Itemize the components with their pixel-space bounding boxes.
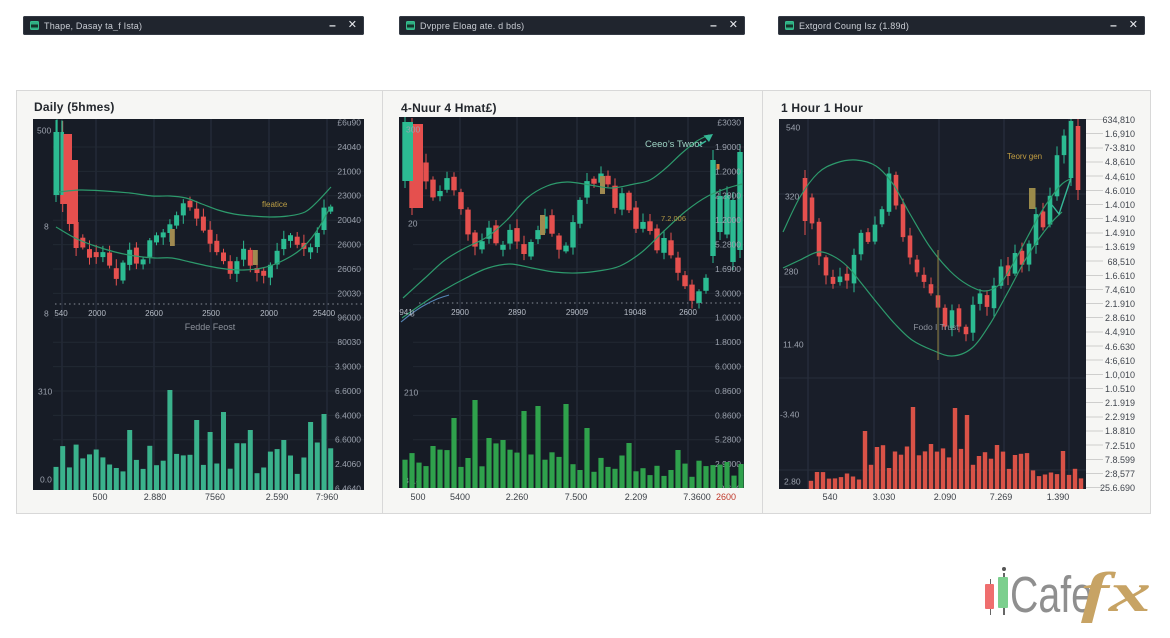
svg-text:fleatice: fleatice (262, 200, 288, 209)
svg-text:3.0000: 3.0000 (715, 288, 741, 298)
svg-text:29009: 29009 (566, 308, 589, 317)
svg-text:2500: 2500 (202, 309, 220, 318)
svg-text:£3030: £3030 (717, 118, 741, 128)
svg-text:2000: 2000 (88, 309, 106, 318)
svg-text:320: 320 (785, 192, 799, 202)
svg-text:1.9000: 1.9000 (715, 142, 741, 152)
svg-text:310: 310 (38, 387, 52, 397)
svg-text:96000: 96000 (337, 313, 361, 323)
svg-text:2600: 2600 (679, 308, 697, 317)
svg-text:280: 280 (784, 267, 798, 277)
svg-text:25400: 25400 (313, 309, 336, 318)
svg-text:2890: 2890 (508, 308, 526, 317)
svg-text:24040: 24040 (337, 142, 361, 152)
svg-text:Fedde Feost: Fedde Feost (185, 322, 236, 332)
svg-text:1.2000: 1.2000 (715, 215, 741, 225)
svg-text:26000: 26000 (337, 240, 361, 250)
svg-text:1.6900: 1.6900 (715, 264, 741, 274)
svg-text:210: 210 (404, 388, 418, 398)
svg-text:6.6000: 6.6000 (335, 386, 361, 396)
svg-text:1.2000: 1.2000 (715, 166, 741, 176)
svg-text:8: 8 (44, 222, 49, 232)
svg-text:19048: 19048 (624, 308, 647, 317)
svg-text:2900: 2900 (451, 308, 469, 317)
svg-text:2.4060: 2.4060 (335, 459, 361, 469)
svg-text:Teorv gen: Teorv gen (1007, 152, 1042, 161)
svg-text:26060: 26060 (337, 264, 361, 274)
svg-text:2.600: 2.600 (720, 484, 742, 489)
svg-text:2600: 2600 (145, 309, 163, 318)
svg-text:3: 3 (410, 309, 415, 319)
svg-text:1.0000: 1.0000 (715, 313, 741, 323)
svg-text:8: 8 (44, 309, 49, 319)
svg-text:300: 300 (406, 125, 420, 135)
svg-text:-3.40: -3.40 (780, 410, 800, 420)
svg-text:0.8600: 0.8600 (715, 410, 741, 420)
svg-text:941: 941 (399, 308, 413, 317)
svg-text:5.2800: 5.2800 (715, 240, 741, 250)
svg-text:0.0: 0.0 (40, 475, 52, 485)
svg-text:80030: 80030 (337, 337, 361, 347)
svg-text:500: 500 (37, 126, 51, 136)
svg-text:5.2800: 5.2800 (715, 435, 741, 445)
svg-text:3.9000: 3.9000 (335, 362, 361, 372)
svg-text:6.4640: 6.4640 (335, 484, 361, 491)
svg-text:7.2.006: 7.2.006 (661, 214, 686, 223)
svg-text:11.40: 11.40 (783, 340, 804, 350)
svg-text:23000: 23000 (337, 191, 361, 201)
svg-text:2.2800: 2.2800 (715, 191, 741, 201)
svg-text:£6u90: £6u90 (337, 119, 361, 128)
svg-text:6.0000: 6.0000 (715, 362, 741, 372)
svg-text:Fodo I Trust: Fodo I Trust (913, 322, 959, 332)
svg-text:540: 540 (54, 309, 68, 318)
svg-text:540: 540 (786, 123, 800, 133)
svg-text:Ceeo’s Twoot: Ceeo’s Twoot (645, 139, 703, 150)
svg-text:20040: 20040 (337, 215, 361, 225)
svg-text:2000: 2000 (260, 309, 278, 318)
svg-text:20: 20 (408, 219, 418, 229)
svg-text:20030: 20030 (337, 288, 361, 298)
svg-text:21000: 21000 (337, 166, 361, 176)
svg-text:6.6000: 6.6000 (335, 435, 361, 445)
svg-text:6.4000: 6.4000 (335, 410, 361, 420)
svg-text:2.80: 2.80 (784, 477, 801, 487)
svg-text:1.8000: 1.8000 (715, 337, 741, 347)
svg-text:0.8600: 0.8600 (715, 386, 741, 396)
